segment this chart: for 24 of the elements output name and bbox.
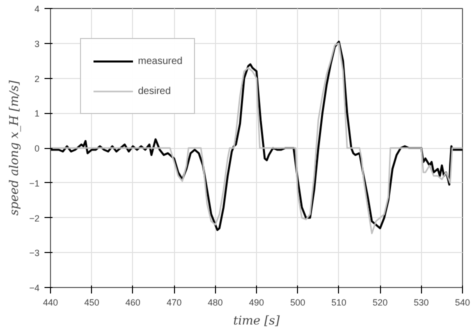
x-tick-label: 500 xyxy=(290,298,306,308)
x-tick-label: 460 xyxy=(125,298,140,308)
x-tick-label: 440 xyxy=(42,298,58,308)
x-axis-title: time [s] xyxy=(233,314,280,328)
y-tick-label: 0 xyxy=(34,144,40,154)
legend-label: desired xyxy=(138,86,171,96)
y-tick-label: −2 xyxy=(29,213,40,224)
x-tick-label: 470 xyxy=(166,298,182,308)
y-tick-label: 2 xyxy=(34,74,40,84)
y-tick-label: −3 xyxy=(29,248,40,258)
y-tick-label: −1 xyxy=(29,178,40,188)
y-axis-title: speed along x_H [m/s] xyxy=(7,80,22,216)
x-tick-label: 510 xyxy=(331,298,346,308)
legend-label: measured xyxy=(138,56,182,66)
x-tick-label: 520 xyxy=(372,298,388,308)
x-tick-label: 450 xyxy=(84,298,100,308)
x-tick-label: 490 xyxy=(248,298,264,308)
y-tick-label: −4 xyxy=(29,283,40,293)
y-tick-label: 4 xyxy=(34,4,40,14)
y-tick-label: 1 xyxy=(34,108,40,119)
x-tick-label: 540 xyxy=(454,298,470,308)
x-tick-label: 480 xyxy=(208,298,223,308)
x-tick-label: 530 xyxy=(414,298,429,308)
y-tick-label: 3 xyxy=(34,38,40,49)
